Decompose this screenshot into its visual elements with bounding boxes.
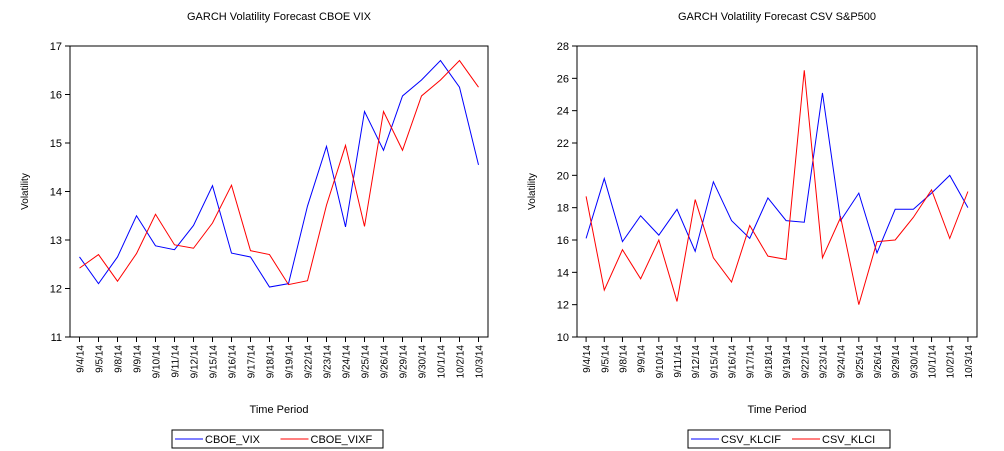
x-tick-label: 9/30/14 [418,345,429,379]
x-tick-label: 10/1/14 [928,345,939,379]
y-tick-label: 24 [557,106,569,118]
x-tick-label: 9/17/14 [247,345,258,379]
x-tick-label: 9/11/14 [673,345,684,378]
x-tick-label: 9/4/14 [582,345,593,373]
y-tick-label: 12 [557,300,569,312]
x-tick-label: 9/18/14 [764,345,775,379]
x-tick-label: 10/3/14 [964,345,975,379]
series-line [585,92,969,255]
y-tick-label: 26 [557,73,569,85]
x-tick-label: 10/2/14 [456,345,467,379]
x-tick-label: 9/15/14 [209,345,220,379]
y-tick-label: 10 [557,332,569,344]
x-tick-label: 9/25/14 [855,345,866,379]
x-tick-label: 9/8/14 [618,345,629,373]
y-tick-label: 13 [50,235,62,247]
x-tick-label: 10/1/14 [437,345,448,379]
x-axis-label: Time Period [250,404,309,416]
chart-title: GARCH Volatility Forecast CSV S&P500 [678,11,876,23]
x-tick-label: 9/26/14 [380,345,391,379]
x-tick-label: 9/18/14 [266,345,277,379]
y-tick-label: 16 [557,235,569,247]
x-tick-label: 9/23/14 [818,345,829,379]
x-tick-label: 10/2/14 [946,345,957,379]
x-tick-label: 10/3/14 [475,345,486,379]
x-tick-label: 9/11/14 [171,345,182,378]
y-tick-label: 11 [51,332,62,344]
legend-label: CSV_KLCI [822,434,875,446]
x-tick-label: 9/16/14 [728,345,739,379]
x-tick-label: 9/29/14 [891,345,902,379]
x-tick-label: 9/22/14 [800,345,811,379]
x-tick-label: 9/12/14 [691,345,702,379]
y-tick-label: 18 [557,203,569,215]
x-tick-label: 9/19/14 [782,345,793,379]
series-line [79,59,479,286]
x-tick-label: 9/10/14 [152,345,163,379]
legend-label: CBOE_VIXF [311,434,373,446]
x-tick-label: 9/22/14 [304,345,315,379]
legend-box [171,429,384,449]
series-line [79,59,479,288]
y-tick-label: 14 [50,187,62,199]
plot-area [69,45,489,338]
x-tick-label: 9/15/14 [709,345,720,379]
x-tick-label: 9/12/14 [190,345,201,379]
x-tick-label: 9/30/14 [909,345,920,379]
x-tick-label: 9/24/14 [342,345,353,379]
y-tick-label: 17 [50,41,62,53]
x-tick-label: 9/5/14 [600,345,611,373]
y-tick-label: 14 [557,267,569,279]
y-axis-label: Volatility [527,173,538,210]
y-tick-label: 22 [557,138,569,150]
y-tick-label: 15 [50,138,62,150]
x-tick-label: 9/9/14 [133,345,144,373]
plot-area [576,45,978,338]
x-tick-label: 9/29/14 [399,345,410,379]
x-tick-label: 9/9/14 [637,345,648,373]
x-tick-label: 9/4/14 [76,345,87,373]
legend-label: CSV_KLCIF [721,434,781,446]
chart-title: GARCH Volatility Forecast CBOE VIX [187,11,372,23]
y-tick-label: 20 [557,170,569,182]
x-tick-label: 9/23/14 [323,345,334,379]
x-tick-label: 9/24/14 [837,345,848,379]
x-tick-label: 9/26/14 [873,345,884,379]
x-tick-label: 9/8/14 [114,345,125,373]
y-tick-label: 28 [557,41,569,53]
y-axis-label: Volatility [20,173,31,210]
x-tick-label: 9/16/14 [228,345,239,379]
x-axis-label: Time Period [748,404,807,416]
y-tick-label: 16 [50,90,62,102]
x-tick-label: 9/17/14 [746,345,757,379]
series-line [585,70,969,305]
x-tick-label: 9/25/14 [361,345,372,379]
x-tick-label: 9/19/14 [285,345,296,379]
legend-box [687,429,891,449]
x-tick-label: 9/10/14 [655,345,666,379]
x-tick-label: 9/5/14 [95,345,106,373]
y-tick-label: 12 [50,284,62,296]
legend-label: CBOE_VIX [205,434,261,446]
